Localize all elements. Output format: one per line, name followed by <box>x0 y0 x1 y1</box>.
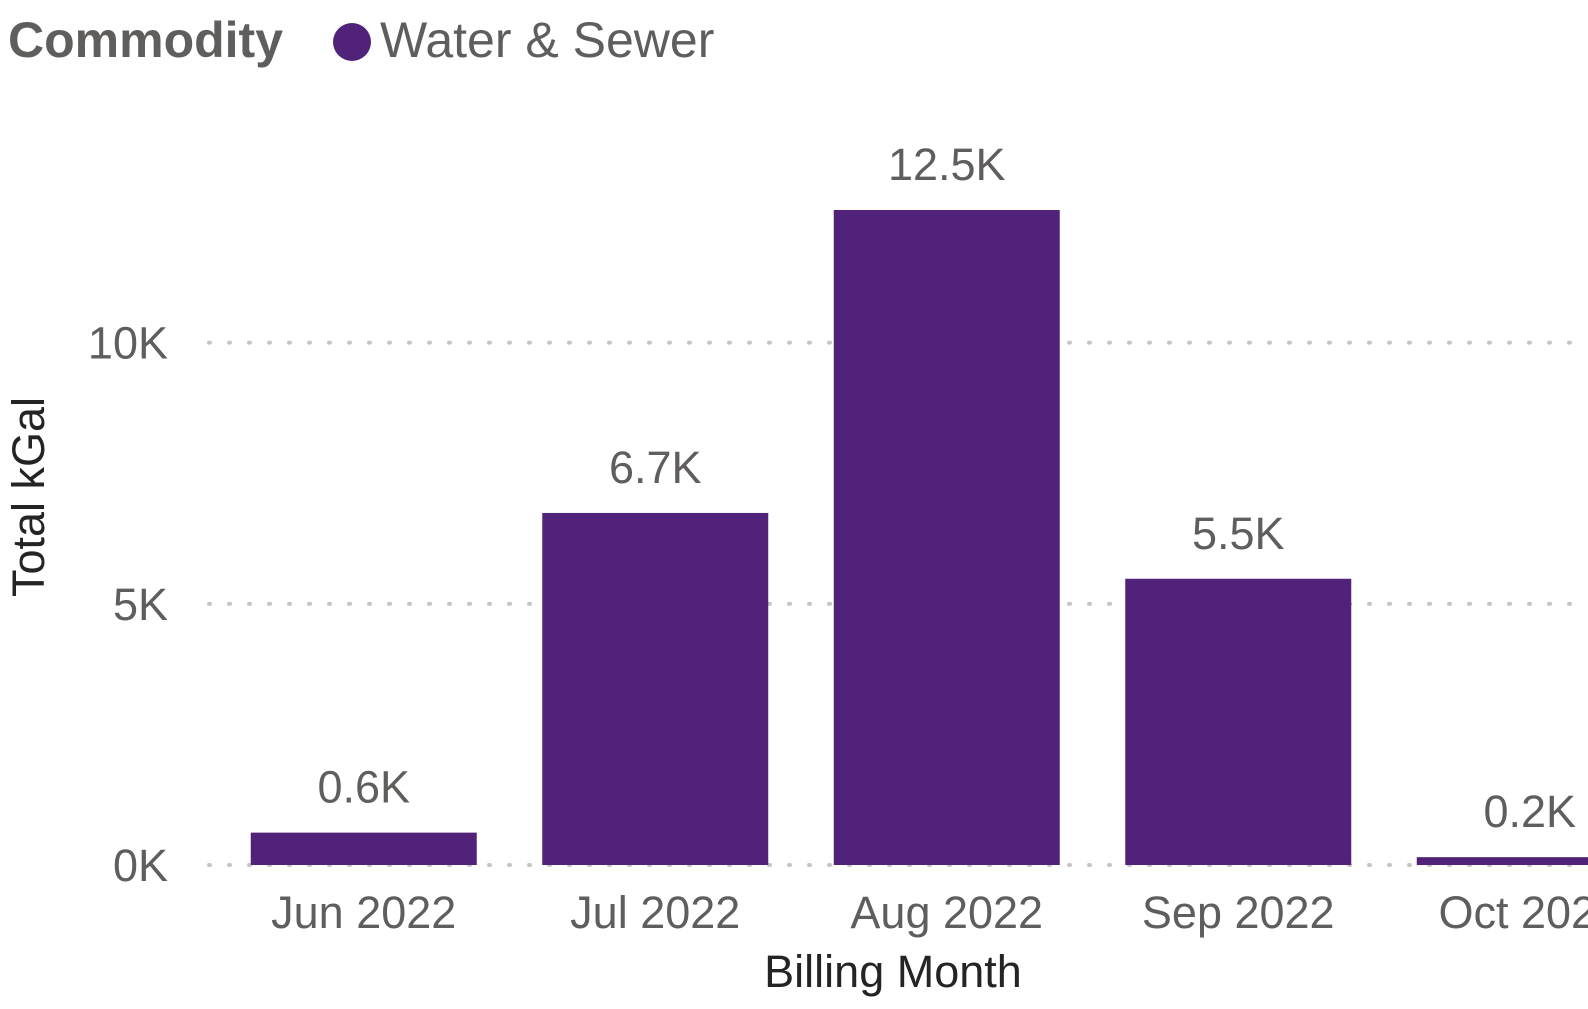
legend-title: Commodity <box>8 12 283 68</box>
x-tick-label: Jul 2022 <box>570 887 740 938</box>
y-tick-label: 0K <box>113 840 168 891</box>
x-axis-title: Billing Month <box>764 946 1022 997</box>
bar-jun-2022[interactable] <box>251 833 477 865</box>
legend: Commodity Water & Sewer <box>8 12 714 68</box>
y-axis-title: Total kGal <box>3 397 54 597</box>
y-tick-label: 5K <box>113 579 168 630</box>
data-label: 0.6K <box>317 762 410 813</box>
data-label: 0.2K <box>1483 786 1576 837</box>
y-tick-label: 10K <box>88 318 168 369</box>
bar-aug-2022[interactable] <box>834 210 1060 865</box>
bar-oct-2022[interactable] <box>1417 857 1588 865</box>
bar-sep-2022[interactable] <box>1125 579 1351 865</box>
bar-jul-2022[interactable] <box>542 513 768 865</box>
bars <box>251 210 1588 865</box>
data-label: 6.7K <box>609 442 702 493</box>
legend-marker-water-sewer[interactable] <box>333 23 371 61</box>
x-axis-ticks: Jun 2022 Jul 2022 Aug 2022 Sep 2022 Oct 2022 <box>271 887 1588 938</box>
legend-label-water-sewer[interactable]: Water & Sewer <box>380 12 714 68</box>
y-axis-ticks: 0K 5K 10K <box>88 318 168 891</box>
x-tick-label: Sep 2022 <box>1142 887 1335 938</box>
data-label: 5.5K <box>1192 508 1285 559</box>
data-label: 12.5K <box>888 139 1006 190</box>
x-tick-label: Oct 2022 <box>1438 887 1588 938</box>
x-tick-label: Aug 2022 <box>850 887 1043 938</box>
x-tick-label: Jun 2022 <box>271 887 456 938</box>
